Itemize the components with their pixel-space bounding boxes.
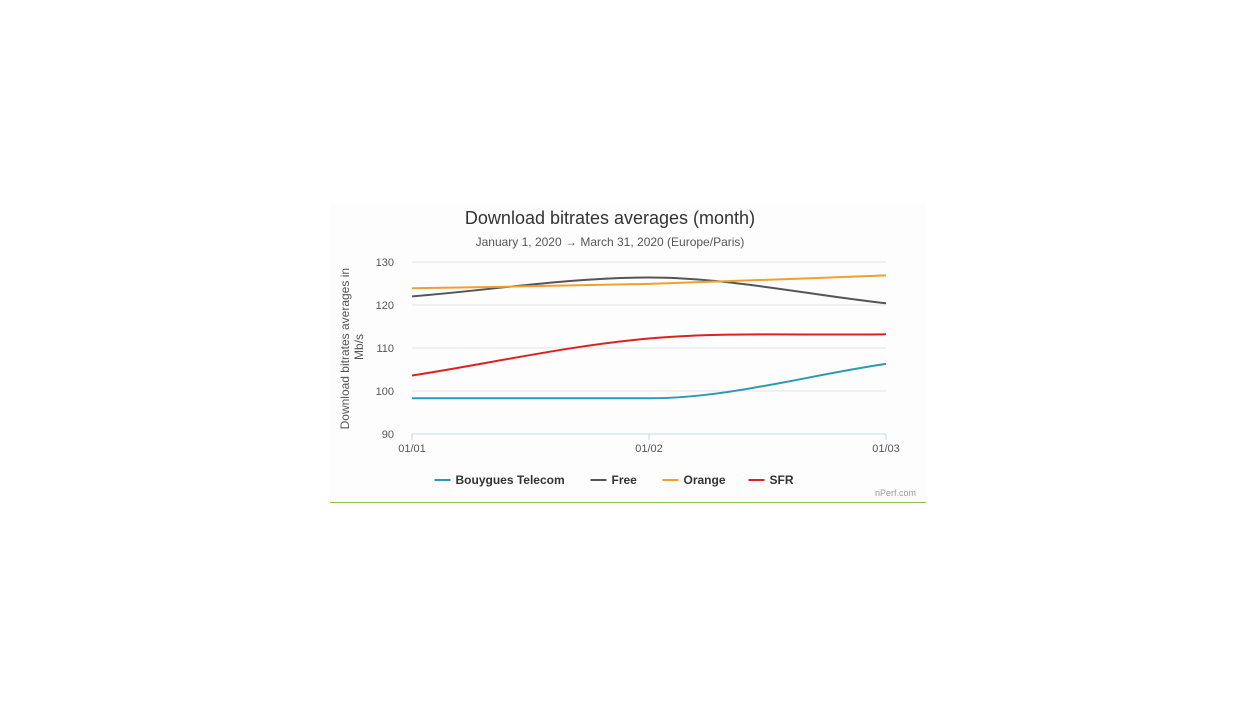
legend-item-bouygues-telecom[interactable]: Bouygues Telecom bbox=[456, 473, 565, 487]
legend-item-free[interactable]: Free bbox=[612, 473, 638, 487]
legend-item-orange[interactable]: Orange bbox=[684, 473, 726, 487]
y-axis-label-line-2: Mb/s bbox=[352, 334, 366, 360]
series-line-sfr bbox=[411, 333, 887, 377]
y-tick-label: 130 bbox=[376, 257, 394, 269]
line-chart: Download bitrates averages (month) Janua… bbox=[338, 208, 916, 498]
series-lines bbox=[411, 274, 887, 400]
chart-subtitle: January 1, 2020 → March 31, 2020 (Europe… bbox=[476, 235, 745, 249]
x-tick-label: 01/02 bbox=[635, 443, 663, 455]
y-tick-label: 110 bbox=[376, 343, 394, 355]
legend: Bouygues Telecom Free Orange SFR bbox=[434, 473, 794, 487]
y-tick-label: 90 bbox=[382, 429, 394, 441]
x-tick-label: 01/01 bbox=[398, 443, 426, 455]
y-tick-label: 100 bbox=[376, 386, 394, 398]
y-tick-label: 120 bbox=[376, 300, 394, 312]
y-axis-label: Download bitrates averages in Mb/s bbox=[338, 265, 366, 430]
credit-link[interactable]: nPerf.com bbox=[875, 488, 916, 498]
series-line-free bbox=[411, 276, 887, 305]
legend-item-sfr[interactable]: SFR bbox=[770, 473, 794, 487]
chart-card: Download bitrates averages (month) Janua… bbox=[330, 204, 926, 503]
series-line-orange bbox=[411, 274, 887, 290]
y-axis-label-line-1: Download bitrates averages in bbox=[338, 268, 352, 429]
grid-lines: 130 120 110 100 90 01/01 01/02 01/03 bbox=[376, 257, 900, 455]
chart-title: Download bitrates averages (month) bbox=[465, 208, 755, 228]
x-tick-label: 01/03 bbox=[872, 443, 900, 455]
series-line-bouygues-telecom bbox=[412, 362, 887, 400]
